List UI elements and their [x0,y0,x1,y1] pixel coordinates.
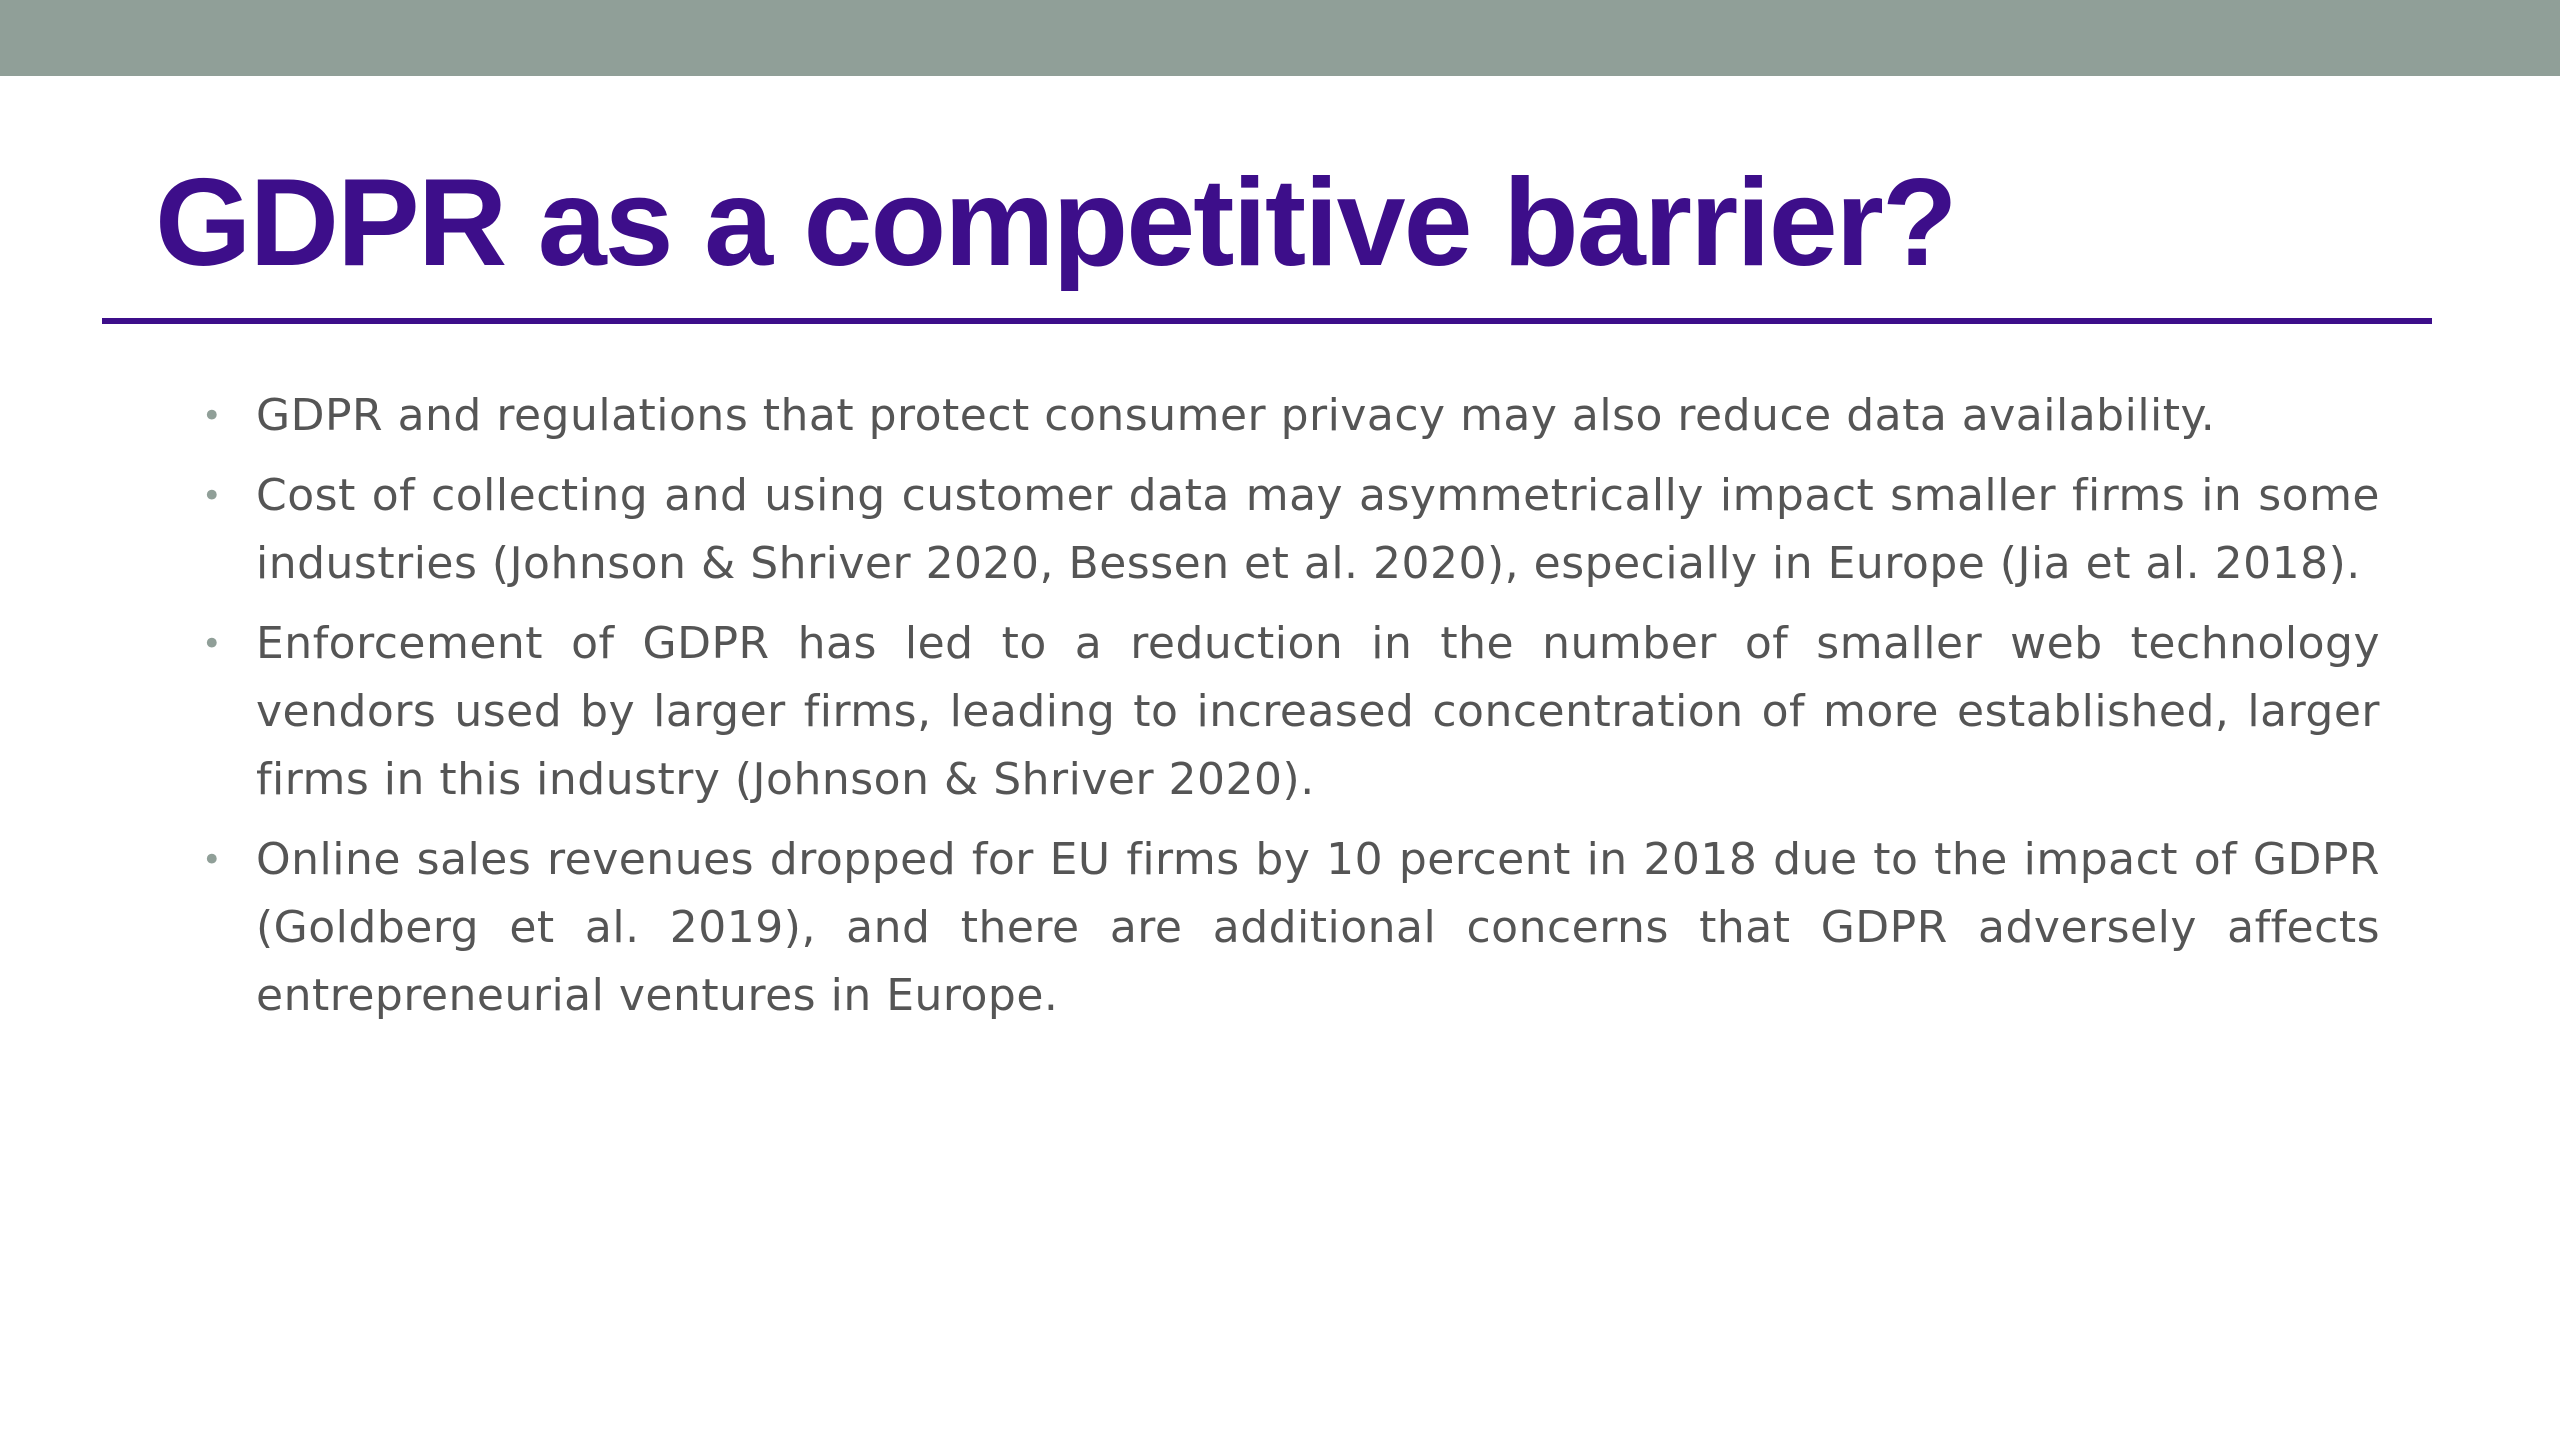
bullet-text: Cost of collecting and using customer da… [256,470,2380,589]
bullet-dot-icon: • [201,840,223,880]
bullet-dot-icon: • [201,396,223,436]
bullet-item: • Cost of collecting and using customer … [200,462,2380,598]
bullet-text: Enforcement of GDPR has led to a reducti… [256,618,2380,805]
slide-title: GDPR as a competitive barrier? [155,154,1958,292]
bullet-list: • GDPR and regulations that protect cons… [200,382,2380,1042]
bullet-dot-icon: • [201,476,223,516]
bullet-item: • Enforcement of GDPR has led to a reduc… [200,610,2380,814]
title-underline-rule [102,318,2432,324]
bullet-item: • Online sales revenues dropped for EU f… [200,826,2380,1030]
bullet-item: • GDPR and regulations that protect cons… [200,382,2380,450]
bullet-text: Online sales revenues dropped for EU fir… [256,834,2380,1021]
top-accent-band [0,0,2560,76]
bullet-dot-icon: • [201,624,223,664]
bullet-text: GDPR and regulations that protect consum… [256,390,2216,441]
